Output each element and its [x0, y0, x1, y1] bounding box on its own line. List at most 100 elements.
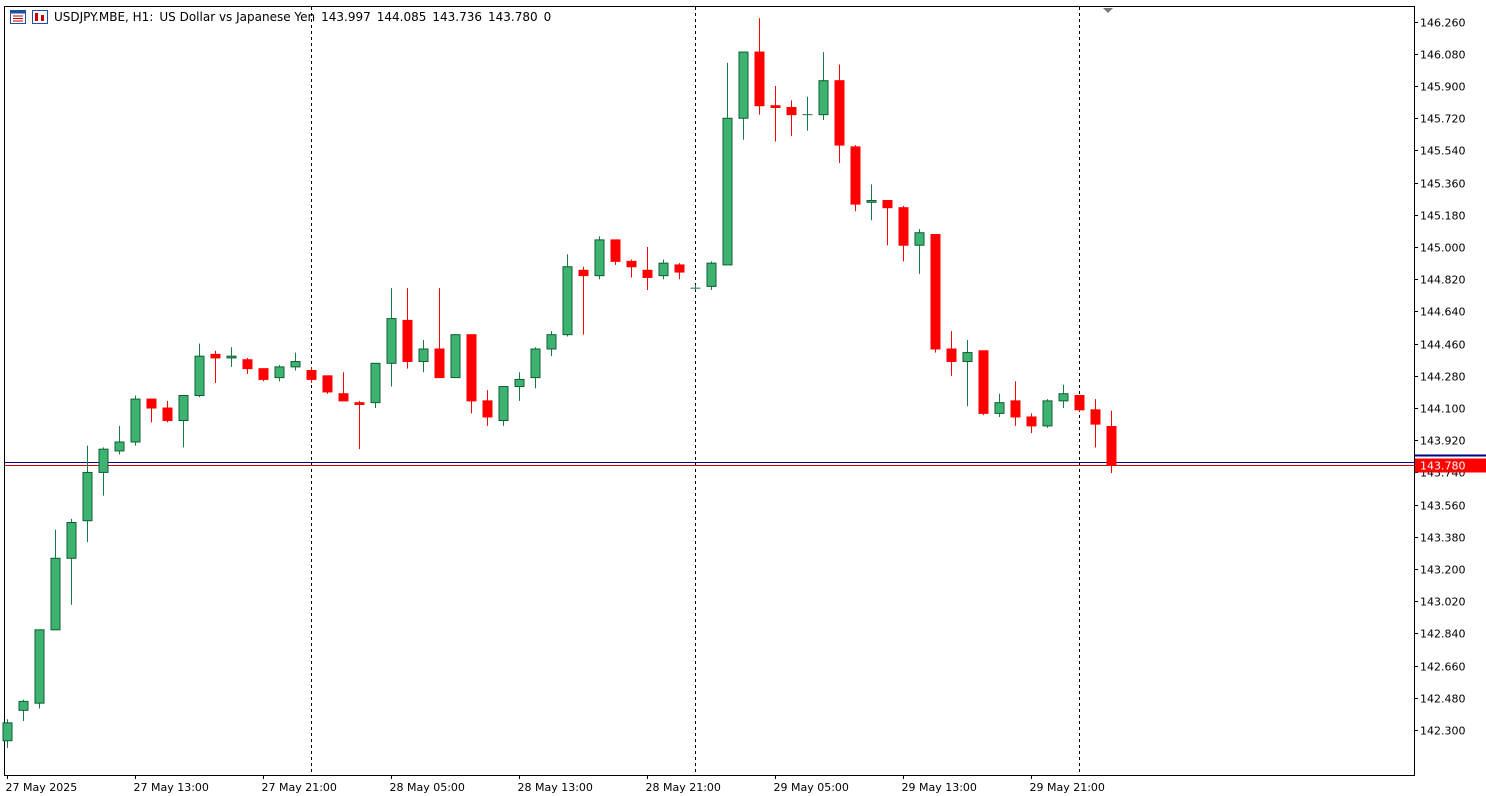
bull-candle-body	[994, 402, 1005, 414]
plot-border	[4, 6, 1415, 776]
bear-candle-body	[306, 369, 317, 380]
candle	[498, 386, 509, 426]
candle	[146, 398, 157, 423]
candle	[898, 205, 909, 262]
candle	[450, 334, 461, 379]
candle	[434, 288, 445, 379]
time-tick-label: 27 May 2025	[6, 781, 78, 794]
candle	[162, 400, 173, 423]
price-axis[interactable]: 146.260 146.080 145.900 145.720 145.540 145.3…	[1414, 17, 1486, 738]
candle	[2, 719, 13, 748]
bear-candle-body	[850, 146, 861, 205]
bear-candle-body	[770, 105, 781, 109]
candle	[98, 447, 109, 496]
candle	[1042, 399, 1053, 428]
candle	[402, 288, 413, 369]
bull-candle-body	[50, 557, 61, 631]
bear-candle-body	[626, 260, 637, 268]
bear-candle-body	[242, 359, 253, 370]
bull-candle-body	[82, 471, 93, 522]
candle	[18, 699, 29, 722]
bull-candle-body	[914, 232, 925, 246]
candle	[530, 347, 541, 389]
bear-candle-body	[1090, 409, 1101, 425]
candle	[418, 340, 429, 373]
shift-marker-icon[interactable]	[1103, 8, 1113, 13]
price-tick-label: 143.920	[1420, 435, 1466, 448]
candle	[786, 100, 797, 137]
ask-price-marker	[1415, 454, 1486, 457]
bear-candle-body	[882, 200, 893, 209]
candle	[290, 352, 301, 371]
price-tick-label: 144.640	[1420, 306, 1466, 319]
chart-properties-icon[interactable]	[10, 10, 26, 24]
price-tick-label: 143.020	[1420, 596, 1466, 609]
time-tick-label: 29 May 21:00	[1030, 781, 1105, 794]
bear-candle-body	[930, 234, 941, 350]
bull-candle-body	[418, 348, 429, 363]
candle	[930, 234, 941, 353]
bull-candle-body	[114, 441, 125, 452]
bull-candle-body	[530, 348, 541, 379]
price-tick-label: 142.480	[1420, 693, 1466, 706]
price-tick-label: 145.540	[1420, 145, 1466, 158]
current-price-text: 143.780	[1420, 460, 1466, 473]
bear-candle-body	[898, 207, 909, 246]
time-tick-label: 27 May 13:00	[134, 781, 209, 794]
bull-candle-body	[658, 262, 669, 277]
time-tick-label: 28 May 21:00	[646, 781, 721, 794]
bull-candle-body	[178, 395, 189, 422]
ohlc-close: 143.780	[488, 10, 538, 24]
candle	[754, 18, 765, 115]
candle	[210, 350, 221, 383]
bull-candle-body	[738, 51, 749, 119]
candle	[354, 400, 365, 450]
bull-candle-body	[18, 700, 29, 711]
symbol-icon[interactable]	[32, 10, 48, 24]
time-tick-label: 29 May 13:00	[902, 781, 977, 794]
candle	[178, 395, 189, 448]
candle	[82, 445, 93, 543]
time-axis[interactable]: 27 May 2025 27 May 13:00 27 May 21:00 28 Ma…	[6, 775, 1105, 794]
bull-candle-body	[562, 266, 573, 336]
bear-candle-body	[978, 350, 989, 414]
candle	[1010, 381, 1021, 426]
bear-candle-body	[482, 400, 493, 418]
candle	[562, 254, 573, 337]
price-tick-label: 146.260	[1420, 17, 1466, 30]
bear-candle-body	[322, 375, 333, 393]
bull-candle-body	[450, 334, 461, 379]
bull-candle-body	[386, 318, 397, 364]
bull-candle-body	[34, 629, 45, 704]
bull-candle-body	[1058, 393, 1069, 402]
candle	[274, 365, 285, 382]
price-tick-label: 142.840	[1420, 628, 1466, 641]
candle	[914, 229, 925, 274]
bull-candle-body	[706, 262, 717, 287]
candle	[306, 366, 317, 383]
candle	[674, 263, 685, 280]
bear-candle-body	[434, 348, 445, 379]
candle	[770, 86, 781, 142]
bear-candle-body	[338, 393, 349, 402]
bull-candle-body	[2, 722, 13, 742]
candle	[802, 96, 813, 131]
candle	[850, 145, 861, 212]
candle	[546, 331, 557, 357]
bull-candle-body	[66, 522, 77, 559]
candle	[370, 362, 381, 409]
candle	[578, 266, 589, 335]
bull-candle-body	[594, 239, 605, 277]
candles	[2, 18, 1117, 748]
candle	[66, 518, 77, 605]
candle	[466, 334, 477, 414]
candle	[738, 51, 749, 140]
price-tick-label: 143.200	[1420, 564, 1466, 577]
price-tick-label: 146.080	[1420, 49, 1466, 62]
bear-candle-body	[754, 51, 765, 107]
candle	[1106, 410, 1117, 474]
bear-candle-body	[1026, 416, 1037, 427]
candle	[690, 284, 701, 290]
price-tick-label: 144.280	[1420, 371, 1466, 384]
